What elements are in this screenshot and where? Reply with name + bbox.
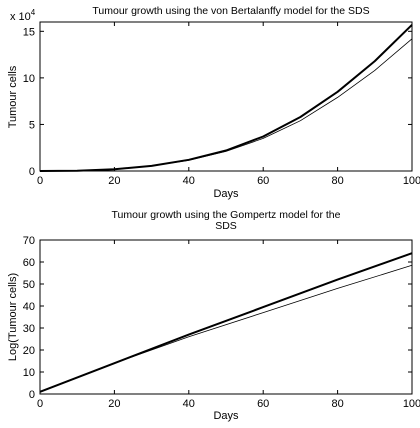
x-tick-labels: 0 20 40 60 80 100 bbox=[37, 22, 420, 187]
x-tick-label: 0 bbox=[37, 175, 43, 187]
y-tick-label: 10 bbox=[23, 73, 35, 85]
plot-frame bbox=[39, 239, 413, 395]
x-tick-label: 40 bbox=[183, 175, 195, 187]
y-tick-labels: 0 10 20 30 40 50 60 70 bbox=[23, 235, 412, 401]
series-line-1 bbox=[39, 38, 413, 172]
chart-bertalanffy: x 104 Tumour growth using the von Bertal… bbox=[7, 5, 420, 200]
series-line-0 bbox=[39, 252, 413, 393]
x-tick-label: 40 bbox=[183, 398, 195, 410]
y-tick-label: 40 bbox=[23, 301, 35, 313]
y-tick-label: 5 bbox=[29, 119, 35, 131]
chart-title-line2: SDS bbox=[215, 220, 237, 232]
y-tick-label: 0 bbox=[29, 389, 35, 401]
x-tick-label: 100 bbox=[403, 398, 420, 410]
x-tick-label: 100 bbox=[403, 175, 420, 187]
y-tick-label: 60 bbox=[23, 257, 35, 269]
x-tick-label: 20 bbox=[108, 398, 120, 410]
x-tick-label: 20 bbox=[108, 175, 120, 187]
y-tick-label: 50 bbox=[23, 279, 35, 291]
y-tick-label: 10 bbox=[23, 367, 35, 379]
x-axis-label: Days bbox=[213, 188, 239, 200]
x-tick-label: 80 bbox=[331, 398, 343, 410]
y-tick-label: 15 bbox=[23, 26, 35, 38]
x-tick-labels: 0 20 40 60 80 100 bbox=[37, 240, 420, 410]
y-tick-label: 30 bbox=[23, 323, 35, 335]
y-tick-label: 20 bbox=[23, 345, 35, 357]
x-tick-label: 0 bbox=[37, 398, 43, 410]
chart-title: Tumour growth using the von Bertalanffy … bbox=[92, 5, 369, 17]
y-axis-label: Log(Tumour cells) bbox=[7, 273, 19, 361]
y-tick-label: 0 bbox=[29, 166, 35, 178]
series-line-1 bbox=[39, 264, 413, 393]
series-line-0 bbox=[39, 24, 413, 172]
x-tick-label: 80 bbox=[331, 175, 343, 187]
y-multiplier-label: x 104 bbox=[10, 8, 36, 23]
y-tick-label: 70 bbox=[23, 235, 35, 247]
chart-gompertz: Tumour growth using the Gompertz model f… bbox=[7, 209, 420, 422]
plot-frame bbox=[39, 21, 413, 172]
series-lines bbox=[39, 252, 413, 393]
series-lines bbox=[39, 24, 413, 172]
x-axis-label: Days bbox=[213, 410, 239, 422]
y-tick-labels: 0 5 10 15 bbox=[23, 26, 412, 178]
y-axis-label: Tumour cells bbox=[7, 65, 19, 128]
chart-title-line1: Tumour growth using the Gompertz model f… bbox=[112, 209, 341, 221]
x-tick-label: 60 bbox=[257, 398, 269, 410]
x-tick-label: 60 bbox=[257, 175, 269, 187]
